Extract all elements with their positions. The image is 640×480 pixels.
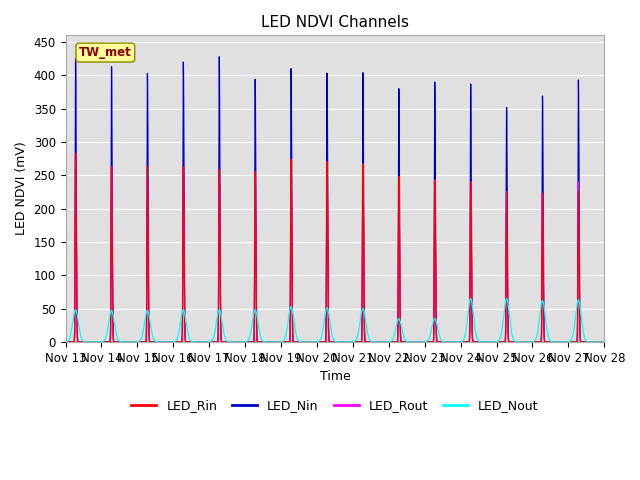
- Legend: LED_Rin, LED_Nin, LED_Rout, LED_Nout: LED_Rin, LED_Nin, LED_Rout, LED_Nout: [126, 394, 543, 417]
- X-axis label: Time: Time: [319, 370, 350, 383]
- Title: LED NDVI Channels: LED NDVI Channels: [261, 15, 409, 30]
- Text: TW_met: TW_met: [79, 46, 132, 59]
- Y-axis label: LED NDVI (mV): LED NDVI (mV): [15, 142, 28, 236]
